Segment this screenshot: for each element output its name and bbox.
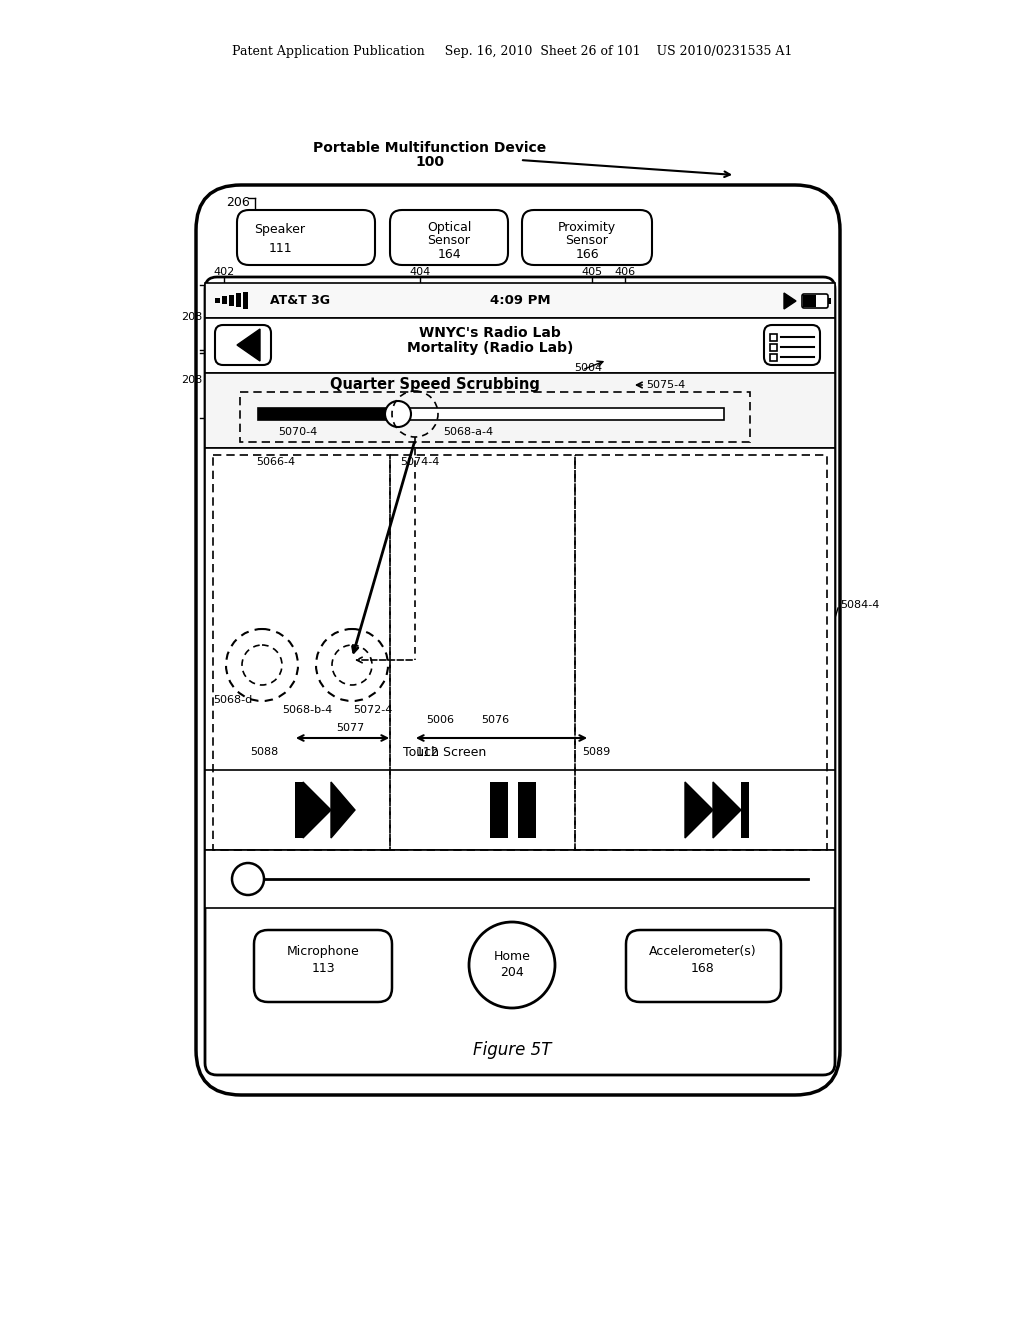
Text: 406: 406 xyxy=(614,267,636,277)
Text: 5075-4: 5075-4 xyxy=(646,380,685,389)
FancyBboxPatch shape xyxy=(626,931,781,1002)
Text: 100: 100 xyxy=(416,154,444,169)
Text: AT&T 3G: AT&T 3G xyxy=(270,293,330,306)
Text: Sensor: Sensor xyxy=(428,234,470,247)
Polygon shape xyxy=(713,781,741,838)
Text: 5068-b-4: 5068-b-4 xyxy=(282,705,332,715)
Text: 112: 112 xyxy=(416,746,439,759)
Bar xyxy=(240,392,750,442)
Bar xyxy=(258,408,398,420)
Text: 405: 405 xyxy=(582,267,602,277)
Bar xyxy=(205,282,835,318)
Text: 204: 204 xyxy=(500,966,524,979)
Polygon shape xyxy=(237,329,260,360)
Text: 164: 164 xyxy=(437,248,461,260)
Bar xyxy=(258,408,724,420)
Text: 5084-4: 5084-4 xyxy=(840,601,880,610)
FancyBboxPatch shape xyxy=(254,931,392,1002)
Bar xyxy=(229,294,234,306)
Text: 5006: 5006 xyxy=(426,715,454,725)
Text: Accelerometer(s): Accelerometer(s) xyxy=(649,945,757,957)
Text: 5068-a-4: 5068-a-4 xyxy=(443,426,494,437)
FancyBboxPatch shape xyxy=(215,325,271,366)
Polygon shape xyxy=(303,781,331,838)
Bar xyxy=(741,781,749,838)
Bar xyxy=(770,345,777,351)
Text: Optical: Optical xyxy=(427,220,471,234)
Text: 168: 168 xyxy=(691,961,715,974)
Text: 402: 402 xyxy=(213,267,234,277)
Text: 4:09 PM: 4:09 PM xyxy=(489,293,550,306)
Bar xyxy=(222,296,227,304)
Bar xyxy=(575,455,827,850)
Text: Figure 5T: Figure 5T xyxy=(473,1041,551,1059)
Polygon shape xyxy=(784,293,796,309)
Text: Quarter Speed Scrubbing: Quarter Speed Scrubbing xyxy=(330,378,540,392)
Bar xyxy=(770,334,777,341)
Text: 111: 111 xyxy=(268,242,292,255)
Text: 5068-d: 5068-d xyxy=(213,696,252,705)
Bar xyxy=(205,447,835,863)
Text: 5088: 5088 xyxy=(250,747,279,756)
Bar xyxy=(213,455,390,850)
Circle shape xyxy=(469,921,555,1008)
Bar xyxy=(518,781,536,838)
Polygon shape xyxy=(685,781,713,838)
Text: 404: 404 xyxy=(410,267,431,277)
Text: Proximity: Proximity xyxy=(558,220,616,234)
Text: Portable Multifunction Device: Portable Multifunction Device xyxy=(313,141,547,154)
Text: 5077: 5077 xyxy=(336,723,365,733)
Text: 208: 208 xyxy=(181,312,203,322)
Bar xyxy=(205,318,835,374)
Text: 5089: 5089 xyxy=(582,747,610,756)
Text: 5004: 5004 xyxy=(574,363,602,374)
Text: Speaker: Speaker xyxy=(255,223,305,236)
FancyBboxPatch shape xyxy=(205,277,835,1074)
Text: 5066-4: 5066-4 xyxy=(256,457,295,467)
Bar xyxy=(205,850,835,908)
FancyBboxPatch shape xyxy=(764,325,820,366)
Text: 5072-4: 5072-4 xyxy=(353,705,392,715)
Text: 5070-4: 5070-4 xyxy=(278,426,317,437)
Text: Sensor: Sensor xyxy=(565,234,608,247)
Bar xyxy=(205,770,835,850)
Text: Mortality (Radio Lab): Mortality (Radio Lab) xyxy=(407,341,573,355)
FancyBboxPatch shape xyxy=(237,210,375,265)
Bar xyxy=(390,455,575,850)
Bar xyxy=(236,293,241,308)
Text: 5074-4: 5074-4 xyxy=(400,457,439,467)
Bar xyxy=(770,354,777,360)
Text: Microphone: Microphone xyxy=(287,945,359,957)
Bar xyxy=(828,298,831,304)
FancyBboxPatch shape xyxy=(522,210,652,265)
Text: Home: Home xyxy=(494,950,530,964)
Text: 166: 166 xyxy=(575,248,599,260)
Text: 208: 208 xyxy=(181,375,203,385)
Bar xyxy=(490,781,508,838)
Bar xyxy=(295,781,303,838)
FancyBboxPatch shape xyxy=(802,294,828,308)
Text: 206: 206 xyxy=(226,195,250,209)
Circle shape xyxy=(385,401,411,426)
Text: WNYC's Radio Lab: WNYC's Radio Lab xyxy=(419,326,561,341)
Bar xyxy=(205,374,835,447)
Bar xyxy=(243,292,248,309)
Bar xyxy=(215,298,220,304)
Text: Touch Screen: Touch Screen xyxy=(403,746,486,759)
FancyBboxPatch shape xyxy=(196,185,840,1096)
Text: 113: 113 xyxy=(311,961,335,974)
Polygon shape xyxy=(331,781,355,838)
Bar xyxy=(803,294,816,308)
Text: Patent Application Publication     Sep. 16, 2010  Sheet 26 of 101    US 2010/023: Patent Application Publication Sep. 16, … xyxy=(231,45,793,58)
FancyBboxPatch shape xyxy=(390,210,508,265)
Text: 5076: 5076 xyxy=(481,715,509,725)
Circle shape xyxy=(232,863,264,895)
